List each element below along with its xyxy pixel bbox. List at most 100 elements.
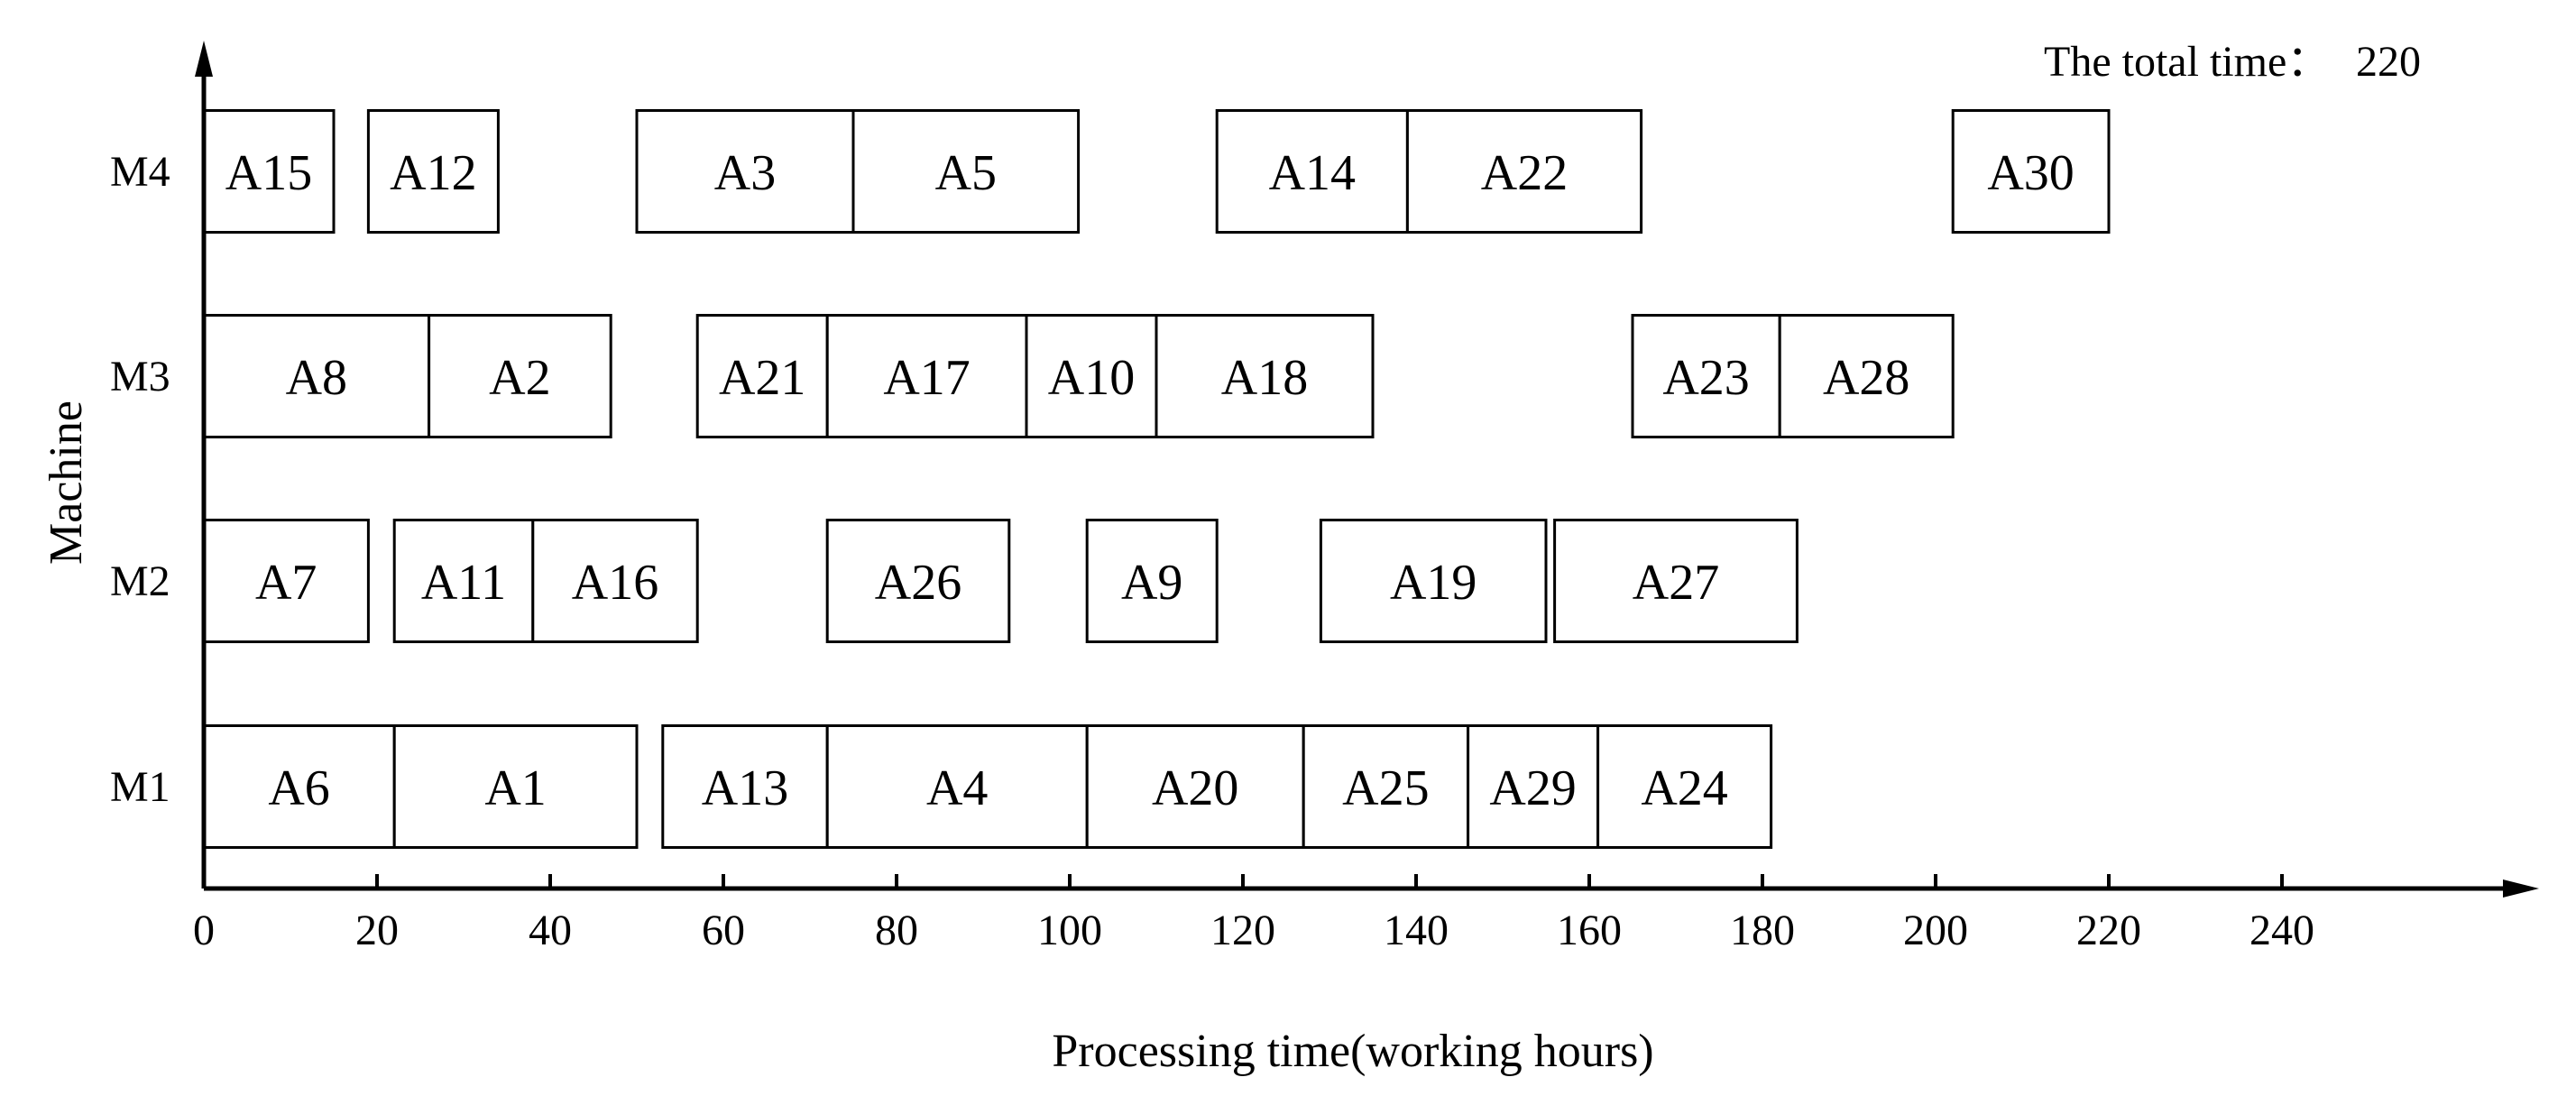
task-bar-a15: A15 [202,109,336,234]
task-bar-rect [366,109,500,234]
task-bar-a5: A5 [851,109,1081,234]
task-label: A18 [1221,350,1308,406]
task-label: A12 [390,145,476,201]
task-bar-a3: A3 [635,109,855,234]
task-bar-rect [1405,109,1643,234]
x-tick-label: 200 [1903,907,1968,954]
task-label: A29 [1489,760,1576,816]
task-bar-rect [392,724,639,849]
task-label: A14 [1269,145,1356,201]
task-label: A7 [255,555,317,611]
task-bar-rect [695,314,829,438]
task-bar-rect [635,109,855,234]
task-label: A27 [1633,555,1719,611]
x-ticks: 0 20 40 60 80 100 120 140 160 180 200 220 240 [193,874,2314,954]
x-tick-label: 0 [193,907,215,954]
task-bar-rect [428,314,612,438]
task-bar-a10: A10 [1025,314,1158,438]
task-label: A17 [883,350,970,406]
task-label: A4 [926,760,988,816]
x-axis-title: Processing time(working hours) [1052,1026,1653,1077]
task-bar-rect [1951,109,2111,234]
task-bar-a7: A7 [202,519,370,643]
task-bar-a30: A30 [1951,109,2111,234]
task-bar-a22: A22 [1405,109,1643,234]
task-bar-a6: A6 [202,724,396,849]
task-bar-a1: A1 [392,724,639,849]
task-bar-a18: A18 [1155,314,1375,438]
task-label: A21 [719,350,805,406]
task-bar-a29: A29 [1467,724,1600,849]
task-label: A20 [1152,760,1238,816]
task-bar-a16: A16 [531,519,699,643]
x-tick-label: 20 [355,907,399,954]
task-bar-rect [1319,519,1548,643]
task-label: A1 [484,760,546,816]
task-label: A23 [1662,350,1749,406]
task-bar-rect [1155,314,1375,438]
task-label: A6 [268,760,329,816]
task-bar-rect [202,109,336,234]
task-bar-a27: A27 [1553,519,1799,643]
task-bar-a12: A12 [366,109,500,234]
x-tick-label: 40 [529,907,572,954]
x-tick-label: 140 [1384,907,1449,954]
task-label: A15 [225,145,312,201]
task-bar-rect [1631,314,1781,438]
task-bar-a14: A14 [1215,109,1409,234]
task-bar-rect [661,724,829,849]
task-bar-rect [1467,724,1600,849]
task-bar-rect [531,519,699,643]
task-bar-rect [825,519,1011,643]
total-time-label: The total time： [2044,38,2330,86]
total-time-value: 220 [2356,38,2421,86]
x-axis-arrow-icon [2503,879,2539,898]
machine-label-m3: M3 [110,353,170,401]
task-bar-rect [1553,519,1799,643]
task-bar-rect [1778,314,1955,438]
task-bar-a23: A23 [1631,314,1781,438]
x-tick-label: 160 [1557,907,1622,954]
task-bar-a2: A2 [428,314,612,438]
task-bar-rect [1215,109,1409,234]
task-bar-rect [1085,724,1305,849]
machine-label-m1: M1 [110,763,170,811]
task-label: A2 [489,350,550,406]
task-bar-a28: A28 [1778,314,1955,438]
task-bar-a25: A25 [1302,724,1470,849]
task-bar-a4: A4 [825,724,1089,849]
machine-labels: M1 M2 M3 M4 [110,148,170,811]
task-bar-a9: A9 [1085,519,1219,643]
x-tick-label: 180 [1730,907,1795,954]
task-label: A10 [1048,350,1135,406]
task-bar-a19: A19 [1319,519,1548,643]
task-bar-a8: A8 [202,314,431,438]
task-label: A30 [1987,145,2074,201]
task-bar-rect [1302,724,1470,849]
task-label: A26 [875,555,961,611]
task-label: A25 [1342,760,1429,816]
x-tick-label: 100 [1037,907,1102,954]
task-bar-a20: A20 [1085,724,1305,849]
task-bar-rect [202,724,396,849]
task-bar-a17: A17 [825,314,1028,438]
task-bars: A15 A12 A3 A5 A14 A22 A30 A8 A2 A21 A17 A10 A18 A23 A2… [202,109,2111,849]
task-label: A24 [1641,760,1727,816]
task-bar-rect [851,109,1081,234]
task-bar-a21: A21 [695,314,829,438]
axes [195,41,2539,898]
task-bar-rect [392,519,535,643]
x-tick-label: 120 [1210,907,1275,954]
task-label: A3 [714,145,776,201]
task-label: A13 [702,760,788,816]
task-label: A8 [286,350,347,406]
x-tick-label: 80 [875,907,918,954]
task-label: A9 [1121,555,1182,611]
machine-label-m2: M2 [110,557,170,605]
task-label: A11 [421,555,506,611]
task-bar-rect [1596,724,1773,849]
x-tick-label: 240 [2249,907,2314,954]
machine-label-m4: M4 [110,148,170,196]
y-axis-title: Machine [41,401,92,565]
